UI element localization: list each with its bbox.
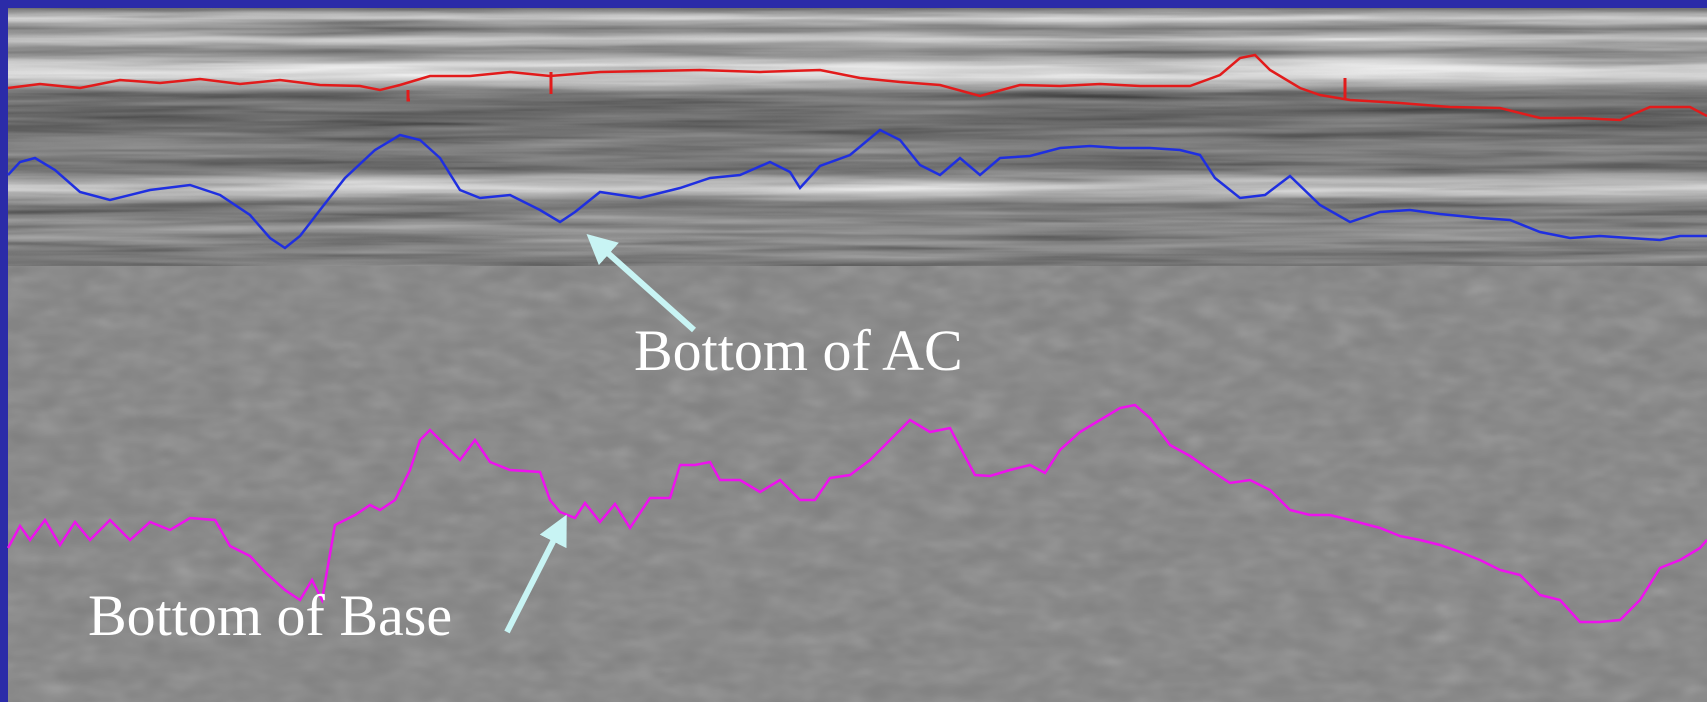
bottom-ac-line — [7, 128, 1707, 250]
radargram-image — [8, 8, 1707, 702]
bottom-ac-label: Bottom of AC — [634, 318, 963, 383]
bottom-base-arrow — [504, 514, 567, 634]
lower-region-texture — [8, 266, 1707, 702]
surface-line — [7, 53, 1707, 122]
upper-band-texture — [8, 8, 1707, 266]
bottom-ac-arrow — [586, 234, 696, 333]
bottom-base-label: Bottom of Base — [88, 583, 452, 648]
bottom-base-line — [6, 403, 1707, 624]
surface-spikes — [406, 90, 410, 102]
